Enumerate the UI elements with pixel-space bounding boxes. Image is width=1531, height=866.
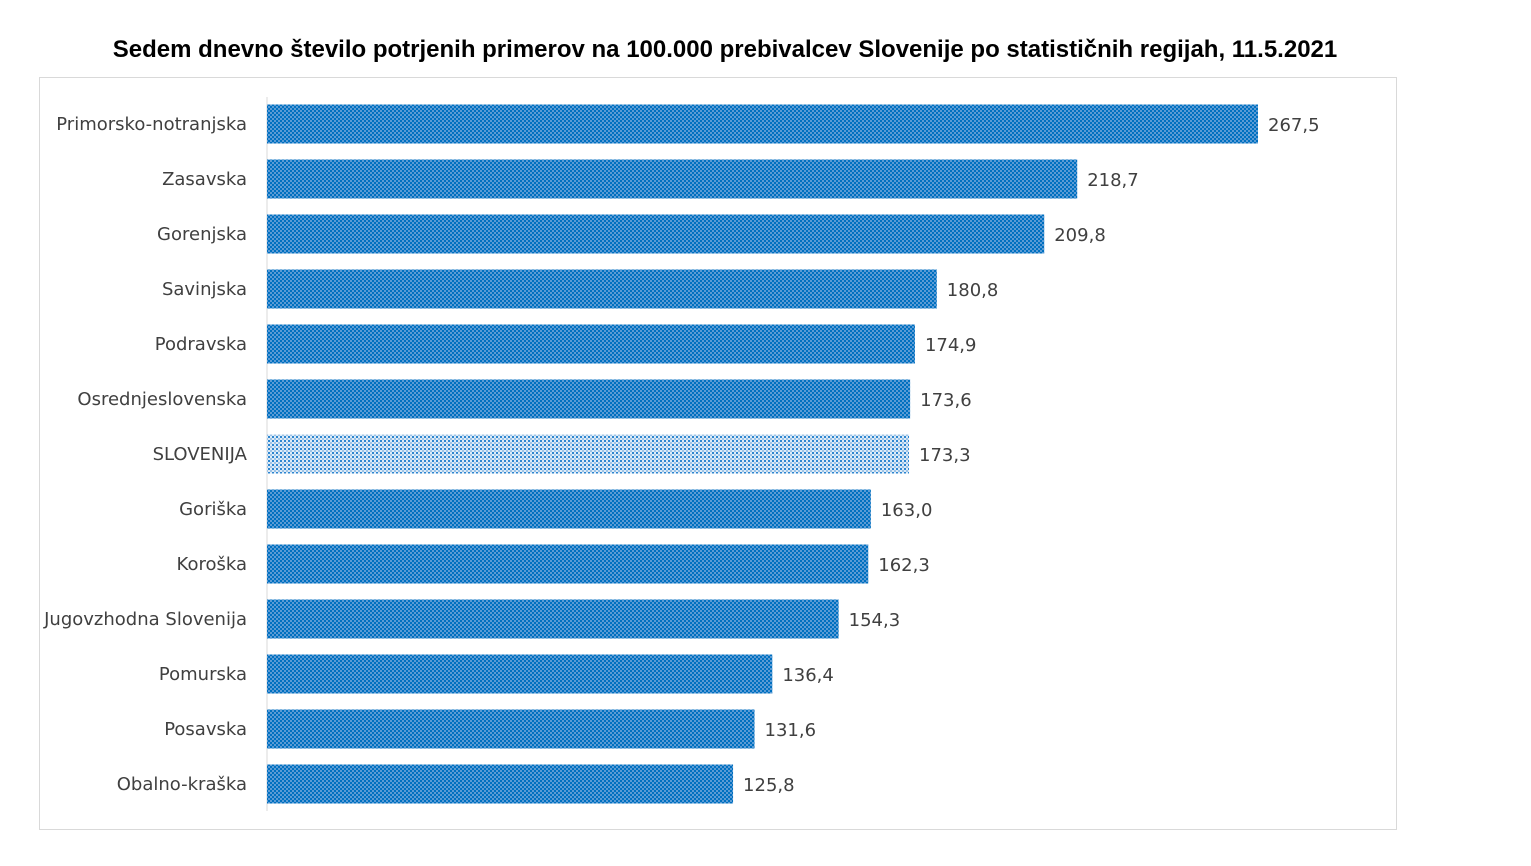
data-label: 154,3	[849, 610, 901, 631]
data-label: 267,5	[1268, 115, 1320, 136]
data-label: 173,6	[920, 390, 972, 411]
category-label: Primorsko-notranjska	[56, 114, 247, 135]
category-label: Posavska	[164, 719, 247, 740]
data-label: 136,4	[782, 665, 834, 686]
chart-title: Sedem dnevno število potrjenih primerov …	[112, 36, 1338, 63]
category-label: Podravska	[155, 334, 247, 355]
data-label: 162,3	[878, 555, 930, 576]
data-label: 209,8	[1054, 225, 1106, 246]
bar-osrednjeslovenska	[267, 379, 911, 419]
category-label: Jugovzhodna Slovenija	[43, 609, 247, 630]
bar-zasavska	[267, 159, 1078, 199]
bar-posavska	[267, 709, 755, 749]
bar-slovenija	[267, 434, 910, 474]
data-label: 180,8	[947, 280, 999, 301]
chart-area	[39, 77, 1397, 830]
bar-obalno-kraška	[267, 764, 734, 804]
bar-primorsko-notranjska	[267, 104, 1258, 144]
bar-goriška	[267, 489, 871, 529]
data-label: 125,8	[743, 775, 795, 796]
category-label: Osrednjeslovenska	[77, 389, 247, 410]
category-label: Gorenjska	[157, 224, 247, 245]
bar-pomurska	[267, 654, 773, 694]
data-label: 174,9	[925, 335, 977, 356]
bar-podravska	[267, 324, 915, 364]
bar-koroška	[267, 544, 869, 584]
data-label: 163,0	[881, 500, 933, 521]
data-label: 173,3	[919, 445, 971, 466]
data-label: 131,6	[765, 720, 817, 741]
bar-savinjska	[267, 269, 937, 309]
category-label: Goriška	[179, 499, 247, 520]
category-label: Savinjska	[162, 279, 247, 300]
category-label: SLOVENIJA	[153, 444, 248, 465]
bar-jugovzhodna-slovenija	[267, 599, 839, 639]
category-label: Obalno-kraška	[117, 774, 247, 795]
bar-gorenjska	[267, 214, 1045, 254]
category-label: Koroška	[177, 554, 247, 575]
data-label: 218,7	[1087, 170, 1139, 191]
category-label: Pomurska	[159, 664, 247, 685]
category-label: Zasavska	[162, 169, 247, 190]
